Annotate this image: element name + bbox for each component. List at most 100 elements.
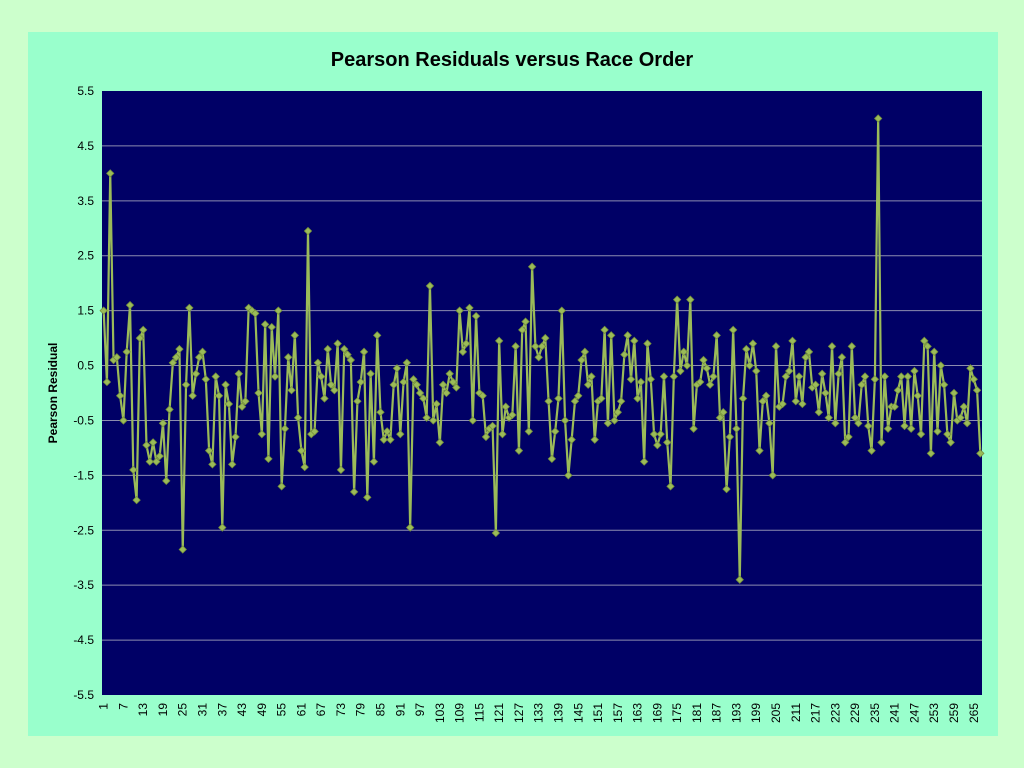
- x-tick-label: 91: [393, 703, 407, 717]
- data-point: [514, 446, 524, 455]
- data-point: [824, 413, 833, 422]
- data-point: [112, 353, 121, 362]
- data-point: [547, 454, 557, 464]
- data-point: [323, 344, 332, 354]
- data-point: [725, 432, 735, 442]
- data-point: [122, 347, 131, 356]
- data-point: [877, 438, 886, 447]
- data-point: [303, 226, 313, 236]
- data-point: [537, 342, 547, 351]
- data-point: [748, 339, 758, 348]
- data-point: [916, 430, 926, 439]
- data-point: [267, 322, 276, 332]
- data-point: [702, 364, 711, 373]
- x-tick-label: 43: [235, 703, 249, 717]
- data-point: [686, 295, 695, 304]
- data-point: [158, 419, 168, 428]
- data-point: [125, 300, 135, 310]
- data-point: [228, 460, 237, 469]
- data-point: [732, 424, 741, 433]
- data-point: [963, 419, 972, 428]
- data-point: [491, 528, 501, 538]
- data-point: [722, 484, 731, 494]
- data-point: [208, 460, 217, 469]
- data-point: [330, 386, 339, 395]
- x-tick-label: 217: [809, 703, 823, 723]
- x-tick-label: 205: [769, 703, 783, 723]
- data-point: [597, 394, 606, 403]
- data-point: [396, 430, 405, 439]
- data-point: [936, 361, 945, 370]
- x-tick-label: 1: [97, 703, 111, 710]
- data-point: [181, 380, 191, 389]
- x-tick-label: 199: [749, 703, 763, 723]
- data-point: [188, 391, 197, 400]
- data-point: [570, 397, 580, 406]
- x-tick-label: 253: [927, 703, 941, 723]
- data-point: [102, 377, 112, 387]
- x-tick-label: 145: [571, 703, 585, 723]
- data-point: [758, 397, 767, 406]
- data-point: [382, 427, 392, 436]
- data-point: [317, 372, 326, 381]
- data-point: [333, 339, 342, 348]
- data-point: [738, 394, 748, 403]
- data-point: [155, 451, 164, 461]
- data-point: [343, 350, 352, 359]
- x-tick-label: 19: [156, 703, 170, 717]
- data-point: [587, 372, 596, 381]
- data-point: [148, 438, 158, 447]
- data-point: [185, 303, 194, 313]
- x-tick-label: 73: [334, 703, 348, 717]
- data-point: [860, 372, 870, 381]
- data-point: [640, 457, 649, 466]
- data-point: [821, 388, 830, 398]
- data-point: [841, 438, 850, 447]
- data-point: [336, 465, 346, 475]
- x-tick-label: 67: [314, 703, 328, 717]
- data-point: [544, 397, 553, 406]
- x-tick-label: 97: [413, 703, 427, 717]
- data-point: [313, 358, 323, 367]
- data-point: [956, 413, 965, 422]
- data-point: [119, 416, 128, 425]
- data-point: [297, 446, 306, 455]
- data-point: [939, 380, 949, 389]
- x-tick-label: 169: [650, 703, 664, 723]
- data-point: [145, 457, 154, 466]
- x-tick-label: 55: [275, 703, 289, 717]
- data-point: [857, 380, 866, 389]
- data-point: [221, 380, 230, 389]
- y-tick-label: 1.5: [77, 304, 94, 318]
- x-tick-label: 223: [828, 703, 842, 723]
- y-tick-label: 0.5: [77, 359, 94, 373]
- data-point: [478, 391, 487, 400]
- x-tick-label: 85: [374, 703, 388, 717]
- data-point: [676, 366, 685, 376]
- chart-area: Pearson Residuals versus Race Order Pear…: [28, 32, 998, 736]
- y-tick-label: -3.5: [73, 578, 94, 592]
- data-point: [649, 430, 659, 439]
- x-tick-label: 37: [215, 703, 229, 717]
- data-point: [359, 347, 369, 356]
- data-point: [264, 454, 273, 464]
- x-tick-label: 121: [492, 703, 506, 723]
- data-point: [969, 375, 978, 384]
- data-point: [728, 325, 738, 335]
- data-point: [659, 372, 669, 381]
- data-point: [429, 416, 438, 425]
- data-point: [270, 372, 280, 381]
- data-point: [771, 342, 781, 351]
- data-point: [363, 493, 372, 502]
- data-point: [432, 399, 441, 409]
- data-point: [590, 435, 599, 444]
- data-point: [620, 350, 629, 359]
- residual-series: [99, 114, 985, 584]
- x-tick-label: 7: [116, 703, 130, 710]
- data-point: [254, 388, 263, 398]
- data-point: [883, 424, 893, 433]
- data-point: [719, 408, 728, 417]
- data-point: [310, 427, 319, 436]
- data-point: [946, 438, 955, 447]
- data-point: [373, 331, 382, 340]
